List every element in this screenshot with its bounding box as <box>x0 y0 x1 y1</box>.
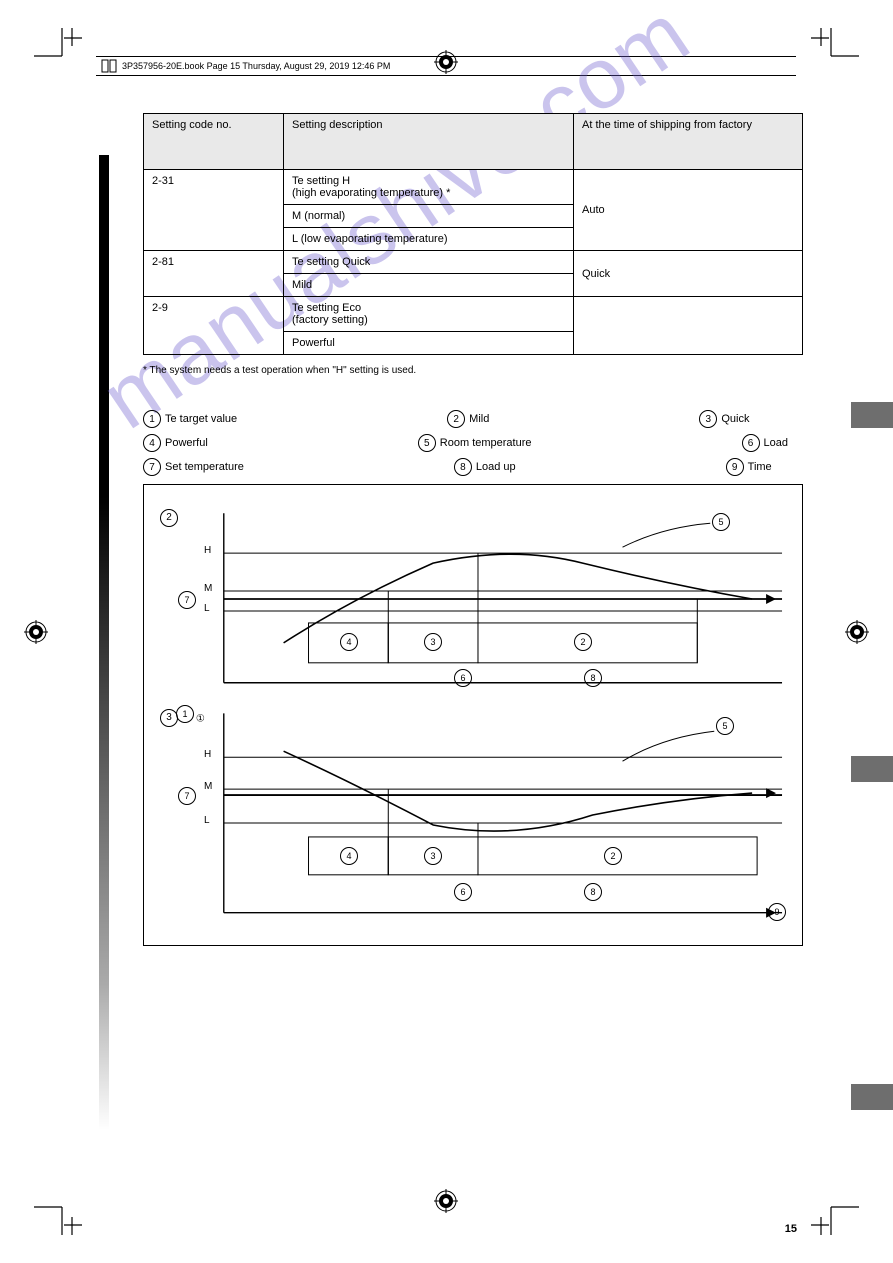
legend-item: 8Load up <box>454 458 516 476</box>
cooling-chart-svg: ① <box>154 703 792 933</box>
ylabel-H: H <box>204 545 211 556</box>
legend-item: 1Te target value <box>143 410 237 428</box>
th-default: At the time of shipping from factory <box>574 114 803 170</box>
table-footnote: * The system needs a test operation when… <box>143 365 802 376</box>
register-mark-left <box>24 620 48 644</box>
settings-table: Setting code no. Setting description At … <box>143 113 803 355</box>
side-tab-2 <box>851 756 893 782</box>
ylabel-H2: H <box>204 749 211 760</box>
crop-mark-br <box>811 1187 859 1235</box>
crop-mark-bl <box>34 1187 82 1235</box>
register-mark-right <box>845 620 869 644</box>
heating-chart: 2 <box>154 503 792 703</box>
legend-item: 2Mild <box>447 410 489 428</box>
diagram-frame: 2 <box>143 484 803 946</box>
legend-item: 7Set temperature <box>143 458 244 476</box>
legend-item: 3Quick <box>699 410 749 428</box>
svg-text:①: ① <box>196 713 205 724</box>
page-content: Setting code no. Setting description At … <box>99 113 802 946</box>
side-tab-3 <box>851 1084 893 1110</box>
ylabel-M: M <box>204 583 212 594</box>
legend-item: 6Load <box>742 434 788 452</box>
crop-mark-tl <box>34 28 82 76</box>
print-header-text: 3P357956-20E.book Page 15 Thursday, Augu… <box>122 61 390 71</box>
th-desc: Setting description <box>284 114 574 170</box>
ylabel-L: L <box>204 603 210 614</box>
ylabel-M2: M <box>204 781 212 792</box>
book-icon <box>100 57 118 75</box>
register-mark-bottom <box>434 1189 458 1213</box>
legend-item: 9Time <box>726 458 772 476</box>
th-code: Setting code no. <box>144 114 284 170</box>
print-header: 3P357956-20E.book Page 15 Thursday, Augu… <box>96 56 796 76</box>
table-row: 2-31 Te setting H(high evaporating tempe… <box>144 170 803 205</box>
legend-item: 5Room temperature <box>418 434 532 452</box>
page-number: 15 <box>785 1223 797 1235</box>
ylabel-L2: L <box>204 815 210 826</box>
heating-chart-svg <box>154 503 792 703</box>
table-row: 2-9 Te setting Eco(factory setting) <box>144 297 803 332</box>
cooling-chart: 3 ① <box>154 703 792 933</box>
side-tab-1 <box>851 402 893 428</box>
table-row: 2-81 Te setting Quick Quick <box>144 251 803 274</box>
crop-mark-tr <box>811 28 859 76</box>
legend-item: 4Powerful <box>143 434 208 452</box>
legend: 1Te target value 2Mild 3Quick 4Powerful … <box>143 410 802 476</box>
